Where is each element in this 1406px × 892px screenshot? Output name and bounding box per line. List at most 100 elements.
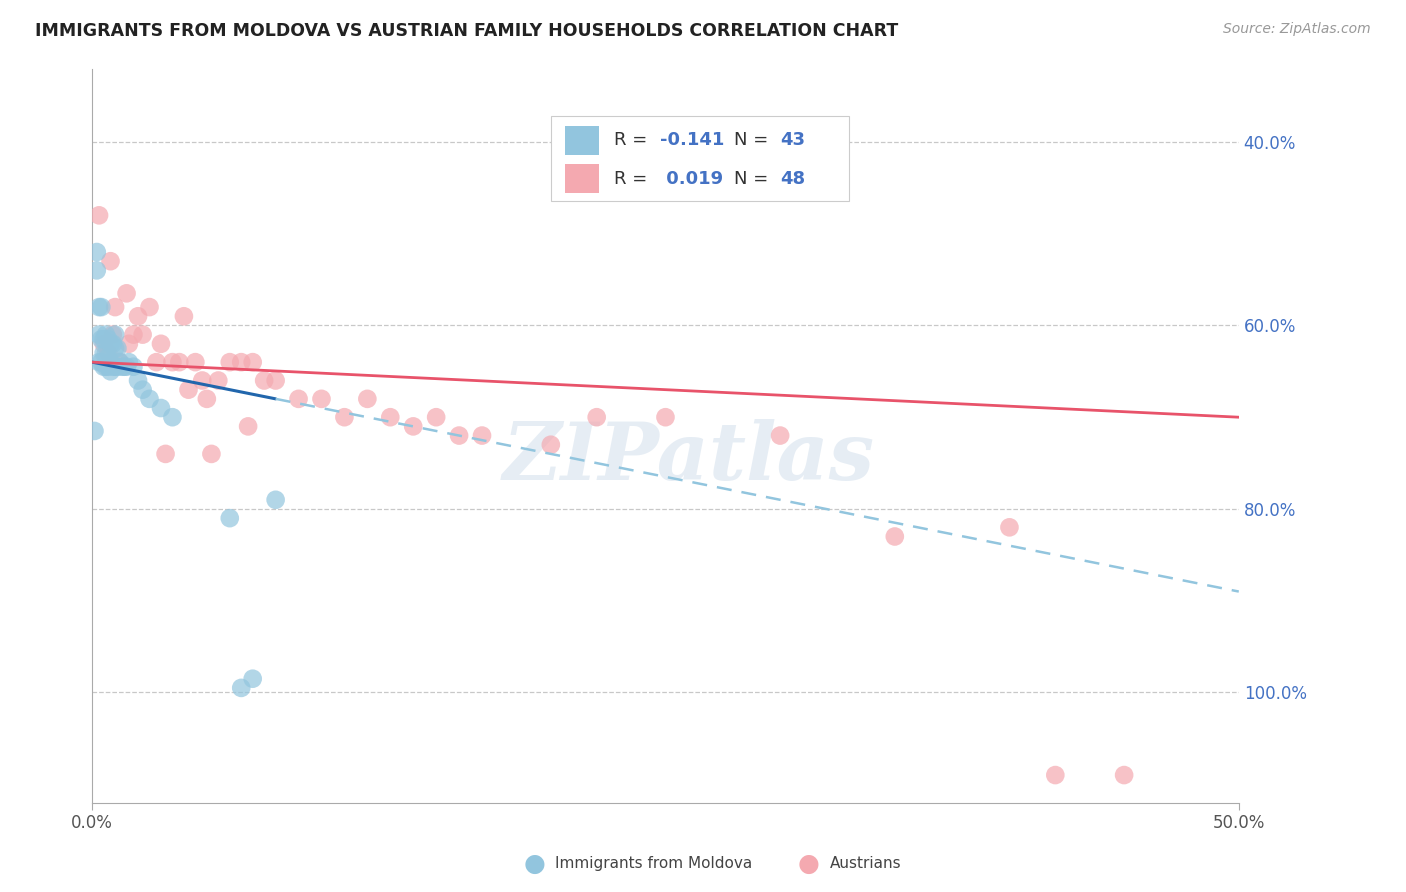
Point — [177, 383, 200, 397]
Text: ●: ● — [797, 852, 820, 875]
Point — [231, 681, 253, 695]
Point — [998, 520, 1021, 534]
FancyBboxPatch shape — [551, 116, 849, 201]
Point — [94, 346, 117, 360]
Bar — [565, 164, 599, 194]
Point — [104, 342, 127, 356]
Point — [122, 359, 145, 374]
Point — [127, 310, 149, 324]
Text: R =: R = — [614, 169, 652, 187]
Point — [97, 332, 120, 346]
Point — [90, 355, 112, 369]
Point — [162, 410, 184, 425]
Point — [83, 424, 105, 438]
Point — [195, 392, 218, 406]
Point — [97, 346, 120, 360]
Text: 48: 48 — [780, 169, 806, 187]
Point — [107, 359, 129, 374]
Point — [100, 336, 122, 351]
Point — [287, 392, 309, 406]
Point — [94, 327, 117, 342]
Point — [122, 327, 145, 342]
Point — [101, 359, 124, 374]
Point — [236, 419, 259, 434]
Point — [87, 300, 110, 314]
Text: Source: ZipAtlas.com: Source: ZipAtlas.com — [1223, 22, 1371, 37]
Point — [100, 355, 122, 369]
Point — [155, 447, 177, 461]
Point — [356, 392, 378, 406]
Point — [108, 355, 131, 369]
Point — [883, 529, 905, 543]
Text: -0.141: -0.141 — [659, 131, 724, 150]
Point — [101, 327, 124, 342]
Text: 43: 43 — [780, 131, 806, 150]
Text: N =: N = — [734, 131, 775, 150]
Point — [112, 359, 135, 374]
Text: IMMIGRANTS FROM MOLDOVA VS AUSTRIAN FAMILY HOUSEHOLDS CORRELATION CHART: IMMIGRANTS FROM MOLDOVA VS AUSTRIAN FAMI… — [35, 22, 898, 40]
Point — [264, 374, 287, 388]
Point — [471, 428, 494, 442]
Point — [90, 332, 112, 346]
Point — [333, 410, 356, 425]
Point — [100, 364, 122, 378]
Point — [115, 286, 138, 301]
Point — [191, 374, 214, 388]
Point — [94, 359, 117, 374]
Text: N =: N = — [734, 169, 775, 187]
Point — [149, 401, 172, 415]
Point — [200, 447, 222, 461]
Point — [169, 355, 191, 369]
Point — [90, 300, 112, 314]
Point — [585, 410, 607, 425]
Point — [93, 346, 115, 360]
Point — [264, 492, 287, 507]
Point — [218, 355, 240, 369]
Text: Austrians: Austrians — [830, 856, 901, 871]
Point — [101, 336, 124, 351]
Point — [425, 410, 447, 425]
Point — [449, 428, 471, 442]
Point — [104, 327, 127, 342]
Point — [540, 438, 562, 452]
Point — [231, 355, 253, 369]
Point — [93, 359, 115, 374]
Point — [138, 392, 160, 406]
Point — [97, 359, 120, 374]
Point — [111, 359, 134, 374]
Point — [131, 327, 153, 342]
Point — [162, 355, 184, 369]
Point — [253, 374, 276, 388]
Point — [173, 310, 195, 324]
Point — [218, 511, 240, 525]
Point — [100, 254, 122, 268]
Point — [93, 332, 115, 346]
Text: 0.019: 0.019 — [659, 169, 723, 187]
Text: ●: ● — [523, 852, 546, 875]
Bar — [565, 126, 599, 155]
Point — [311, 392, 333, 406]
Point — [184, 355, 207, 369]
Point — [242, 355, 264, 369]
Point — [145, 355, 167, 369]
Point — [402, 419, 425, 434]
Point — [118, 336, 141, 351]
Point — [115, 359, 138, 374]
Text: Immigrants from Moldova: Immigrants from Moldova — [555, 856, 752, 871]
Point — [242, 672, 264, 686]
Point — [1045, 768, 1067, 782]
Point — [138, 300, 160, 314]
Point — [207, 374, 229, 388]
Text: R =: R = — [614, 131, 652, 150]
Point — [654, 410, 676, 425]
Point — [86, 245, 108, 260]
Point — [1114, 768, 1136, 782]
Point — [97, 351, 120, 365]
Point — [87, 208, 110, 222]
Point — [104, 300, 127, 314]
Point — [93, 336, 115, 351]
Point — [107, 342, 129, 356]
Point — [127, 374, 149, 388]
Point — [769, 428, 792, 442]
Text: ZIPatlas: ZIPatlas — [502, 419, 875, 496]
